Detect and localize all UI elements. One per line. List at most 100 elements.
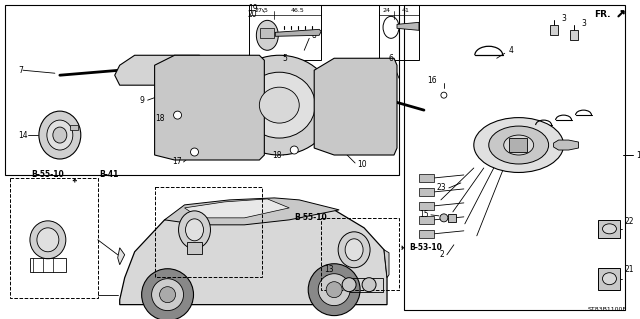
Text: 24: 24 [382, 8, 390, 13]
Bar [598, 220, 620, 238]
Text: FR.: FR. [594, 10, 611, 19]
Circle shape [159, 287, 175, 303]
Text: 14: 14 [18, 130, 28, 139]
Text: 46.5: 46.5 [291, 8, 304, 13]
Bar [550, 25, 557, 35]
Bar [5, 5, 399, 175]
Polygon shape [184, 199, 289, 218]
Text: 19: 19 [248, 4, 257, 13]
Ellipse shape [39, 111, 81, 159]
Bar [404, 5, 625, 310]
Bar [448, 214, 456, 222]
Bar [10, 178, 98, 298]
Bar [570, 30, 577, 40]
Bar [186, 242, 202, 254]
Text: 21: 21 [625, 265, 634, 274]
Text: 27.5: 27.5 [255, 8, 268, 13]
Text: 8: 8 [311, 31, 316, 40]
Text: 1: 1 [636, 151, 640, 160]
Ellipse shape [345, 239, 363, 261]
Circle shape [152, 279, 184, 311]
Circle shape [318, 274, 350, 306]
Ellipse shape [342, 278, 356, 292]
Text: B-55-10: B-55-10 [31, 170, 64, 180]
Bar [321, 218, 399, 290]
Ellipse shape [602, 224, 616, 234]
Bar [70, 125, 78, 130]
Text: 3: 3 [561, 14, 566, 23]
Bar [379, 5, 419, 60]
Polygon shape [155, 55, 264, 160]
Bar [419, 202, 434, 210]
Bar [598, 268, 620, 290]
Text: 23: 23 [436, 183, 446, 192]
Ellipse shape [489, 126, 548, 164]
Ellipse shape [30, 221, 66, 259]
Ellipse shape [225, 55, 334, 155]
Circle shape [308, 264, 360, 315]
Ellipse shape [53, 127, 67, 143]
Text: 2: 2 [439, 250, 444, 259]
Text: 6: 6 [388, 54, 394, 63]
Ellipse shape [243, 72, 316, 138]
Ellipse shape [259, 87, 300, 123]
Polygon shape [397, 22, 419, 30]
Bar [341, 278, 383, 292]
Circle shape [173, 111, 182, 119]
Circle shape [440, 214, 448, 222]
Ellipse shape [179, 211, 211, 249]
Ellipse shape [37, 228, 59, 252]
Text: 13: 13 [324, 265, 334, 274]
Text: 11: 11 [324, 288, 334, 297]
Bar [419, 174, 434, 182]
Bar [260, 28, 275, 38]
Text: 16: 16 [428, 76, 437, 85]
Bar [250, 5, 321, 60]
Bar [155, 187, 262, 277]
Bar [419, 188, 434, 196]
Ellipse shape [504, 135, 534, 155]
Text: 18: 18 [272, 151, 282, 160]
Text: 3: 3 [582, 19, 586, 28]
Ellipse shape [47, 120, 73, 150]
Polygon shape [554, 140, 579, 150]
Circle shape [291, 146, 298, 154]
Circle shape [191, 148, 198, 156]
Bar [30, 258, 66, 272]
Text: 4: 4 [509, 46, 513, 55]
Circle shape [141, 269, 193, 319]
Text: ST83B1100E: ST83B1100E [587, 307, 627, 312]
Bar [419, 230, 434, 238]
Polygon shape [275, 29, 321, 36]
Text: 10: 10 [357, 160, 367, 169]
Polygon shape [164, 198, 339, 225]
Text: 9: 9 [140, 96, 145, 105]
Ellipse shape [257, 20, 278, 50]
Polygon shape [384, 250, 389, 278]
Text: B-55-10: B-55-10 [294, 213, 327, 222]
Text: 22: 22 [625, 217, 634, 226]
Text: 7: 7 [18, 66, 23, 75]
Ellipse shape [186, 219, 204, 241]
Text: 15: 15 [419, 210, 429, 219]
Polygon shape [120, 200, 387, 305]
Text: B-41: B-41 [100, 170, 119, 180]
Ellipse shape [338, 232, 370, 268]
Text: 41: 41 [402, 8, 410, 13]
Polygon shape [115, 55, 205, 85]
Bar [509, 138, 527, 152]
Ellipse shape [474, 118, 564, 173]
Bar [419, 216, 434, 224]
Text: 17: 17 [172, 158, 182, 167]
Circle shape [441, 92, 447, 98]
Text: 18: 18 [155, 114, 164, 122]
Polygon shape [314, 58, 397, 155]
Text: 5: 5 [283, 54, 288, 63]
Ellipse shape [362, 278, 376, 292]
Text: 12: 12 [324, 275, 334, 284]
Ellipse shape [602, 273, 616, 285]
Text: B-53-10: B-53-10 [409, 243, 442, 252]
Circle shape [326, 282, 342, 298]
Text: 20: 20 [248, 10, 257, 19]
Polygon shape [118, 248, 125, 265]
